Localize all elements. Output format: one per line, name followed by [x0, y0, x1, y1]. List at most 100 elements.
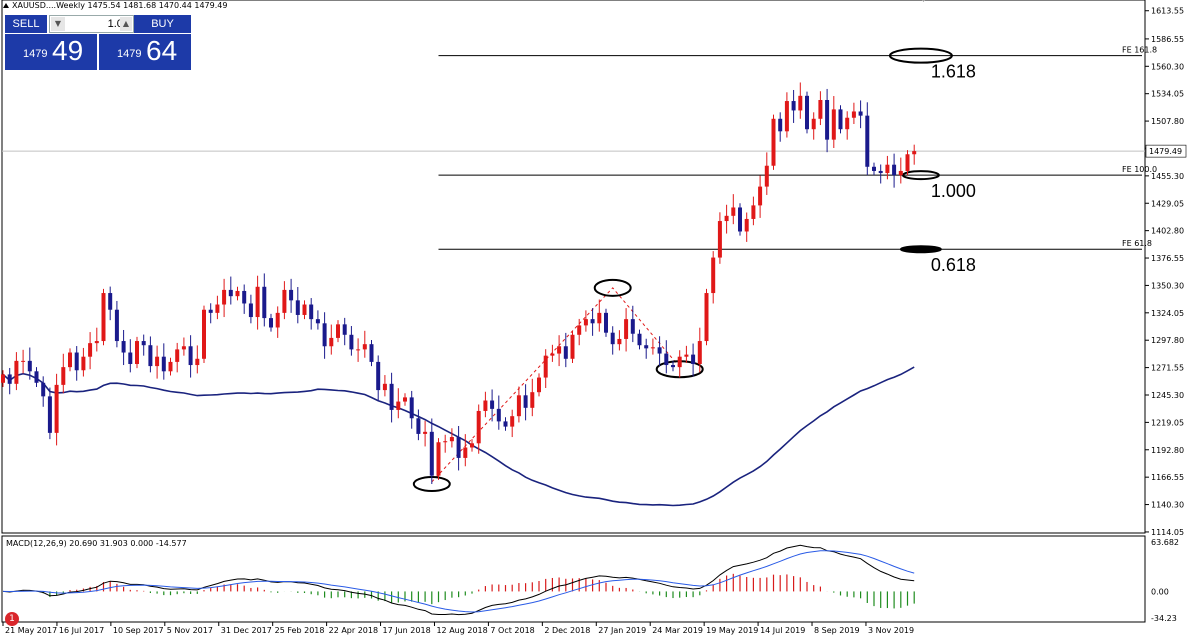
price-tick-label: 1192.80 — [1151, 446, 1184, 455]
price-tick-label: 1114.05 — [1151, 528, 1184, 537]
candle-body — [825, 100, 830, 140]
candle-body — [892, 164, 897, 176]
candle-body — [61, 367, 66, 385]
candle-body — [496, 408, 501, 422]
candle-body — [650, 347, 655, 349]
candle-body — [563, 346, 568, 359]
candle-body — [818, 100, 823, 119]
candle-body — [74, 352, 79, 371]
buy-price-pips: 64 — [146, 35, 178, 66]
price-tick-label: 1245.30 — [1151, 391, 1184, 400]
candle-body — [302, 304, 307, 315]
candle-body — [583, 319, 588, 326]
candle-body — [396, 401, 401, 410]
candle-body — [128, 352, 133, 364]
annotation-ellipse — [888, 47, 953, 64]
annotation-ellipse — [593, 278, 632, 297]
time-tick-label: 16 Jul 2017 — [59, 626, 104, 635]
candle-body — [851, 111, 856, 118]
fib-level-label: 1.000 — [931, 181, 976, 201]
candle-body — [235, 290, 240, 297]
price-tick-label: 1219.05 — [1151, 418, 1184, 427]
candle-body — [644, 345, 649, 349]
candle-body — [805, 95, 809, 130]
buy-button[interactable]: BUY — [134, 15, 191, 33]
time-tick-label: 22 Apr 2018 — [329, 626, 378, 635]
candle-body — [27, 360, 32, 372]
candle-body — [269, 318, 273, 328]
fib-level-label: 1.618 — [931, 62, 976, 82]
candle-body — [228, 289, 233, 297]
candle-body — [34, 371, 39, 383]
candle-body — [697, 341, 702, 364]
candle-body — [449, 437, 454, 442]
candle-body — [671, 365, 675, 368]
price-tick-label: 1613.55 — [1151, 7, 1184, 16]
candle-body — [262, 286, 267, 319]
time-tick-label: 2 Dec 2018 — [544, 626, 590, 635]
lot-decrease-icon[interactable]: ▼ — [51, 17, 65, 31]
candle-body — [811, 118, 816, 130]
sell-button[interactable]: SELL — [5, 15, 47, 33]
candle-body — [121, 341, 126, 353]
candle-body — [369, 344, 374, 362]
candle-body — [577, 325, 582, 335]
candle-body — [336, 324, 340, 338]
candle-body — [791, 101, 796, 111]
candle-body — [490, 400, 495, 409]
price-tick-label: 1376.55 — [1151, 254, 1184, 263]
current-price-box — [1145, 144, 1187, 158]
candle-body — [905, 154, 910, 171]
fib-level-tag: FE 100.0 — [1122, 165, 1157, 174]
candle-body — [731, 207, 736, 216]
candle-body — [684, 354, 689, 357]
price-tick-label: 1586.55 — [1151, 35, 1184, 44]
notification-badge[interactable]: 1 — [5, 612, 19, 626]
macd-signal-line — [2, 550, 915, 613]
candle-body — [523, 395, 528, 408]
candle-body — [349, 334, 354, 350]
candle-body — [550, 353, 555, 356]
time-tick-label: 12 Aug 2018 — [436, 626, 487, 635]
time-tick-label: 31 Dec 2017 — [221, 626, 272, 635]
candle-body — [416, 418, 421, 434]
candle-body — [784, 101, 789, 132]
candle-body — [1, 374, 5, 383]
candle-body — [456, 437, 461, 458]
macd-axis: 63.682 0.00 -34.23 — [1151, 538, 1179, 623]
candle-body — [342, 324, 347, 335]
candle-body — [356, 349, 361, 351]
candle-body — [202, 309, 206, 359]
candle-body — [838, 109, 843, 130]
candle-body — [664, 353, 669, 366]
candle-body — [436, 442, 441, 476]
candle-body — [764, 165, 769, 187]
candle-body — [778, 118, 783, 132]
candle-body — [108, 293, 113, 310]
sell-price-box[interactable]: 1479 49 — [5, 34, 97, 70]
candle-body — [255, 286, 260, 318]
candle-body — [543, 355, 548, 378]
macd-tick-label: 63.682 — [1151, 538, 1179, 547]
candle-body — [215, 304, 220, 313]
candle-body — [222, 289, 227, 305]
candles — [1, 82, 917, 484]
time-tick-label: 8 Sep 2019 — [814, 626, 860, 635]
candle-body — [858, 111, 863, 116]
candle-body — [289, 289, 294, 301]
lot-increase-icon[interactable]: ▲ — [120, 17, 132, 31]
buy-price-box[interactable]: 1479 64 — [99, 34, 191, 70]
fibonacci-extension[interactable]: FE 161.8 1.618 FE 100.0 1.000 FE 61.8 0.618 — [438, 46, 1158, 276]
lot-size-field[interactable]: ▼ 1.00 ▲ — [49, 15, 134, 33]
candle-body — [590, 319, 595, 324]
price-tick-label: 1166.55 — [1151, 473, 1184, 482]
candle-body — [242, 290, 247, 304]
candle-body — [657, 347, 662, 354]
current-price-label: 1479.49 — [1149, 147, 1182, 156]
candle-body — [677, 356, 682, 368]
time-tick-label: 5 Nov 2017 — [167, 626, 213, 635]
candle-body — [295, 300, 300, 315]
candle-body — [758, 186, 763, 206]
candle-body — [315, 319, 320, 324]
